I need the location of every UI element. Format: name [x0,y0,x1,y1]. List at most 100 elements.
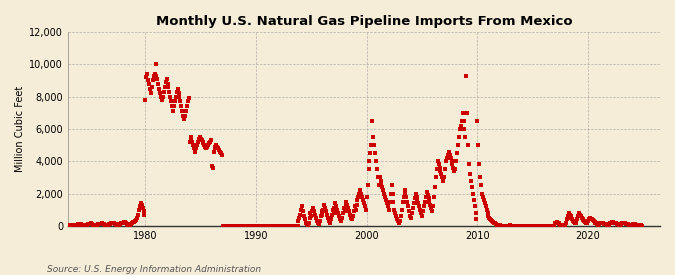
Point [479,201,490,205]
Point [484,216,495,220]
Point [628,222,639,227]
Point [283,224,294,228]
Point [416,214,427,218]
Point [240,224,250,228]
Point [148,73,159,78]
Point [92,223,103,227]
Point [300,217,310,222]
Point [504,223,514,228]
Point [481,208,492,212]
Point [632,223,643,227]
Point [489,221,500,225]
Point [306,214,317,218]
Point [323,219,334,223]
Point [113,223,124,227]
Point [587,218,598,222]
Point [441,159,452,163]
Point [472,119,483,123]
Point [535,224,545,228]
Point [313,222,324,227]
Point [450,167,460,172]
Point [393,219,404,223]
Point [170,94,181,99]
Point [423,196,434,201]
Point [618,221,629,225]
Point [154,86,165,91]
Point [599,222,610,226]
Point [129,220,140,224]
Point [459,127,470,131]
Point [281,224,292,228]
Point [315,219,325,223]
Point [433,162,444,167]
Point [358,198,369,202]
Point [600,222,611,227]
Point [476,183,487,188]
Point [207,164,217,168]
Point [161,77,172,81]
Point [464,162,475,167]
Point [293,219,304,223]
Point [575,214,586,218]
Point [634,223,645,228]
Point [602,222,613,227]
Point [517,224,528,228]
Point [369,143,379,147]
Point [282,224,293,228]
Point [273,224,284,228]
Point [339,209,350,214]
Point [539,224,549,228]
Point [211,143,222,147]
Point [583,219,593,223]
Point [219,224,230,228]
Point [555,222,566,227]
Point [392,217,402,222]
Point [479,198,489,202]
Point [271,224,281,228]
Point [371,159,381,163]
Point [346,216,356,220]
Point [338,206,349,210]
Point [601,222,612,227]
Point [525,224,536,228]
Point [466,178,477,183]
Point [64,223,75,227]
Point [564,211,574,215]
Point [267,224,278,228]
Point [477,191,487,196]
Point [360,208,371,212]
Point [275,224,286,228]
Point [82,222,92,227]
Point [315,214,326,218]
Point [176,104,187,109]
Point [562,214,573,218]
Point [102,223,113,227]
Point [233,224,244,228]
Point [358,201,369,205]
Point [527,224,538,228]
Point [157,98,167,102]
Point [182,99,193,104]
Point [153,81,163,86]
Point [217,153,227,157]
Point [422,193,433,197]
Point [122,222,132,226]
Point [280,224,291,228]
Point [270,224,281,228]
Point [141,75,152,79]
Point [130,219,140,223]
Point [98,221,109,226]
Point [603,223,614,227]
Point [534,224,545,228]
Point [68,224,79,228]
Point [73,222,84,227]
Point [106,221,117,226]
Point [323,216,333,220]
Point [265,224,276,228]
Point [364,159,375,163]
Point [109,221,119,225]
Point [225,224,236,228]
Point [546,224,557,228]
Point [630,222,641,227]
Point [547,224,558,228]
